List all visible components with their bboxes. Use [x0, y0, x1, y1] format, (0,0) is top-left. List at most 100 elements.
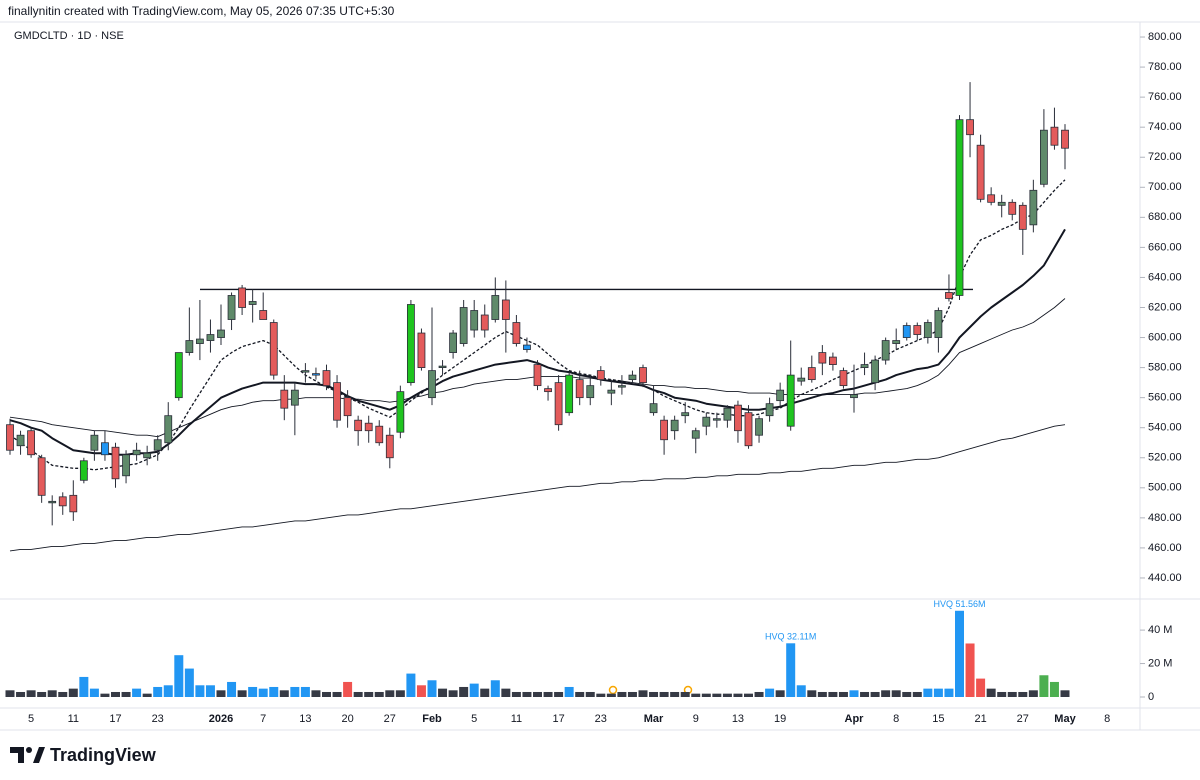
candle-body [607, 389, 616, 394]
x-tick-label: 19 [774, 713, 786, 725]
candle [206, 319, 215, 353]
candle [512, 315, 521, 347]
candle-body [385, 434, 394, 459]
candle-body [807, 367, 816, 381]
candle [839, 367, 848, 389]
candle-body [691, 430, 700, 439]
candle [712, 412, 721, 428]
candle-body [860, 364, 869, 368]
candle [987, 187, 996, 206]
volume-bar [385, 690, 395, 697]
candle-body [396, 391, 405, 433]
candle-body [27, 430, 36, 456]
candle-body [881, 340, 890, 361]
volume-bar [459, 686, 469, 697]
volume-label: HVQ 51.56M [933, 599, 985, 609]
candle [596, 366, 605, 386]
volume-bar [997, 691, 1007, 697]
candle-body [343, 397, 352, 417]
candle [153, 435, 162, 461]
x-tick-label: 21 [974, 713, 986, 725]
volume-bar [596, 693, 606, 697]
candle-body [649, 403, 658, 414]
candle-body [238, 287, 247, 308]
candle [438, 360, 447, 376]
volume-bar [16, 691, 26, 697]
candle [333, 375, 341, 428]
candle-body [480, 314, 489, 331]
candle [744, 405, 753, 449]
candle-body [6, 424, 14, 451]
candle-body [206, 334, 215, 341]
candle-body [976, 144, 985, 200]
y-tick-label: 780.00 [1148, 61, 1182, 73]
volume-bar [416, 685, 426, 697]
candle-body [375, 425, 384, 444]
candle-body [312, 373, 320, 376]
candle-body [670, 419, 679, 432]
candle [111, 442, 120, 488]
x-tick-label: 20 [341, 713, 353, 725]
credit-line: finallynitin created with TradingView.co… [8, 4, 395, 18]
volume-bar [933, 688, 943, 697]
y-tick-label: 520.00 [1148, 452, 1182, 464]
volume-bar [142, 693, 152, 697]
candle-body [892, 340, 901, 344]
candle-body [850, 394, 858, 399]
candle-body [354, 419, 363, 432]
candle-body [259, 310, 268, 320]
candle [6, 418, 14, 455]
candle [649, 385, 658, 416]
x-tick-label: 17 [552, 713, 564, 725]
candle [27, 427, 36, 458]
candle-body [269, 322, 278, 376]
candle [1040, 109, 1048, 188]
volume-bar [712, 693, 722, 697]
candle [923, 319, 932, 344]
candle [470, 299, 479, 338]
candle [69, 480, 78, 521]
volume-bar [205, 685, 215, 697]
candle [185, 307, 194, 356]
candle-body [406, 304, 415, 384]
volume-bar [79, 676, 89, 697]
volume-bar [111, 691, 120, 697]
candle [449, 330, 458, 359]
candle [122, 450, 130, 484]
volume-bar [754, 691, 764, 697]
volume-bar [279, 690, 289, 697]
candle [1018, 202, 1027, 255]
candle [607, 379, 616, 406]
candle [850, 364, 858, 413]
candle-body [744, 412, 753, 447]
volume-bar [353, 691, 363, 697]
y-tick-label: 620.00 [1148, 301, 1182, 313]
volume-bar [522, 691, 532, 697]
candle-body [470, 310, 479, 331]
x-tick-label: 13 [732, 713, 744, 725]
candle-body [122, 454, 130, 477]
volume-bar [121, 691, 131, 697]
volume-bar [976, 678, 986, 697]
volume-bar [227, 681, 237, 697]
volume-bar [300, 686, 310, 697]
volume-bar [923, 688, 933, 697]
volume-tick-label: 40 M [1148, 624, 1172, 636]
candle [101, 430, 109, 461]
x-tick-label: 17 [109, 713, 121, 725]
volume-bar [5, 690, 15, 697]
candle [639, 364, 647, 388]
candle [544, 385, 552, 401]
volume-bar [744, 693, 753, 697]
candle-body [987, 194, 996, 203]
x-tick-label: Apr [845, 713, 865, 725]
x-tick-label: 9 [693, 713, 699, 725]
volume-bar [406, 673, 416, 697]
candle [702, 412, 711, 436]
candle [734, 400, 742, 443]
volume-bar [501, 688, 511, 697]
candle [428, 307, 436, 406]
candle-body [586, 385, 595, 399]
candle [195, 299, 204, 361]
